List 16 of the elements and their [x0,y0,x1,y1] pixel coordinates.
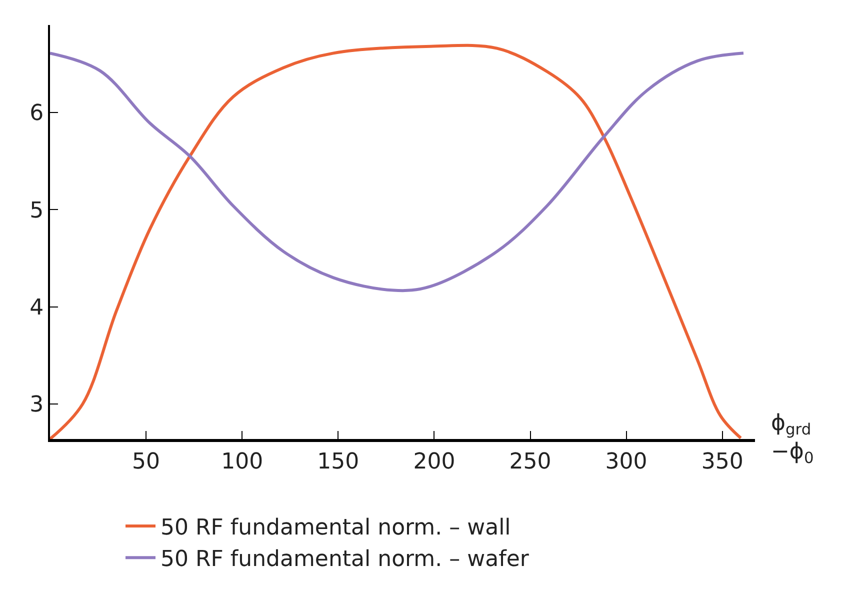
x-tick-label: 300 [605,449,648,474]
y-tick-label: 3 [30,392,44,418]
x-tick-label: 50 [132,449,160,474]
y-tick-label: 4 [30,296,44,321]
line-series [50,44,742,439]
y-tick-label: 6 [30,101,44,126]
y-tick-label: 5 [30,198,44,224]
x-axis-title: ϕ$_{grd}$ −ϕ$_{0}$ [771,411,814,468]
legend-label: 50 RF fundamental norm. – wafer [160,547,530,572]
x-tick-label: 250 [509,449,552,474]
legend-label: 50 RF fundamental norm. – wall [160,516,511,541]
x-tick-label: 150 [317,449,360,474]
x-tick-label: 100 [221,449,264,474]
x-tick-label: 200 [413,449,456,474]
x-tick-label: 350 [701,449,744,474]
line-series [50,52,745,292]
